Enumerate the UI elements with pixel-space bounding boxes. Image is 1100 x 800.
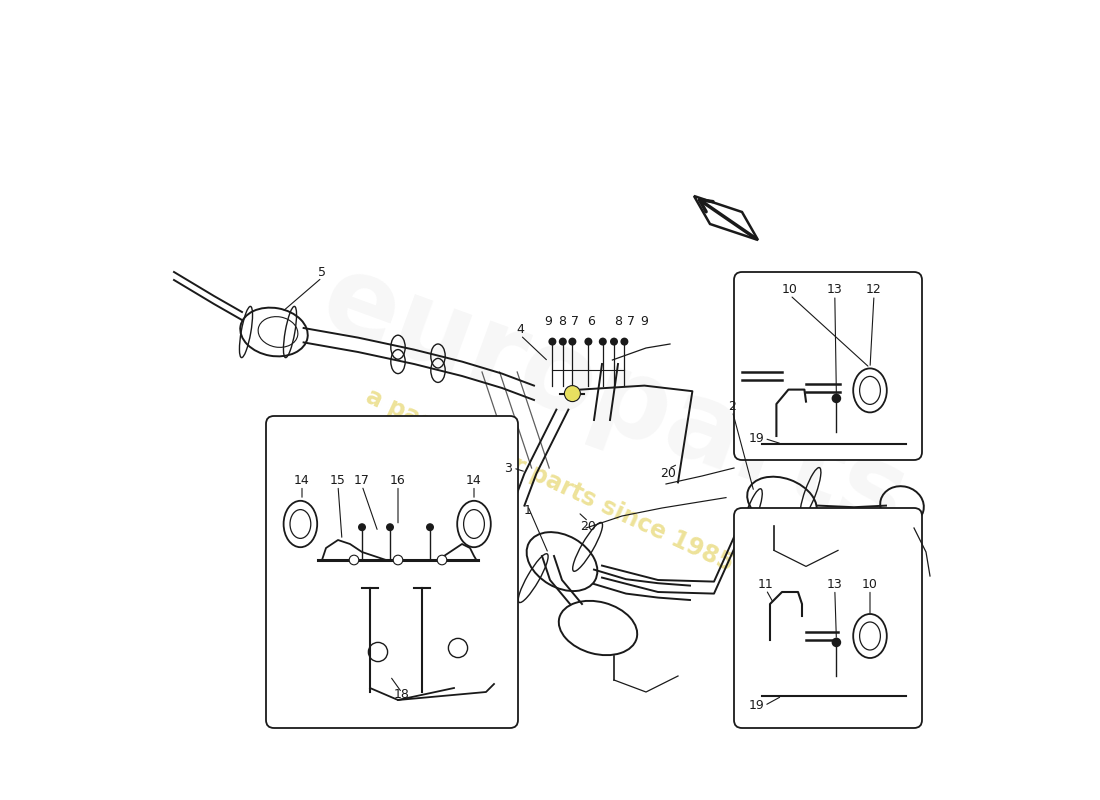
Text: 5: 5 xyxy=(318,266,326,278)
FancyBboxPatch shape xyxy=(734,272,922,460)
Text: 3: 3 xyxy=(505,462,513,474)
Text: 14: 14 xyxy=(294,474,310,486)
Circle shape xyxy=(549,338,557,346)
Circle shape xyxy=(832,638,842,647)
FancyBboxPatch shape xyxy=(266,416,518,728)
Text: 17: 17 xyxy=(354,474,370,486)
Text: 16: 16 xyxy=(390,474,406,486)
Text: 7: 7 xyxy=(571,315,579,328)
Text: 8: 8 xyxy=(614,315,622,328)
Text: 8: 8 xyxy=(558,315,566,328)
Text: 19: 19 xyxy=(748,699,764,712)
Text: 12: 12 xyxy=(866,283,882,296)
Text: 18: 18 xyxy=(394,687,410,701)
Text: 7: 7 xyxy=(627,315,635,328)
Text: 10: 10 xyxy=(862,578,878,590)
Text: 13: 13 xyxy=(827,578,843,590)
Text: 9: 9 xyxy=(640,315,648,328)
Text: 4: 4 xyxy=(517,323,525,336)
Circle shape xyxy=(437,555,447,565)
Text: 10: 10 xyxy=(782,283,797,296)
Text: 2: 2 xyxy=(728,400,736,413)
Text: 20: 20 xyxy=(581,520,596,533)
Circle shape xyxy=(349,555,359,565)
Circle shape xyxy=(426,523,434,531)
Text: 6: 6 xyxy=(587,315,595,328)
Text: 11: 11 xyxy=(758,578,774,590)
Circle shape xyxy=(620,338,628,346)
Text: europarts: europarts xyxy=(307,245,921,555)
Circle shape xyxy=(393,555,403,565)
FancyBboxPatch shape xyxy=(734,508,922,728)
Circle shape xyxy=(386,523,394,531)
Text: 19: 19 xyxy=(748,432,764,445)
Circle shape xyxy=(832,394,842,403)
Circle shape xyxy=(358,523,366,531)
Text: 20: 20 xyxy=(660,467,676,480)
Circle shape xyxy=(584,338,593,346)
Text: 15: 15 xyxy=(330,474,345,486)
Circle shape xyxy=(564,386,581,402)
Text: 9: 9 xyxy=(544,315,552,328)
Circle shape xyxy=(559,338,566,346)
Text: 13: 13 xyxy=(827,283,843,296)
Text: a passion for parts since 1985: a passion for parts since 1985 xyxy=(363,384,737,576)
Text: 1: 1 xyxy=(524,504,531,517)
Circle shape xyxy=(610,338,618,346)
Circle shape xyxy=(598,338,607,346)
Text: 14: 14 xyxy=(466,474,482,486)
Circle shape xyxy=(569,338,576,346)
